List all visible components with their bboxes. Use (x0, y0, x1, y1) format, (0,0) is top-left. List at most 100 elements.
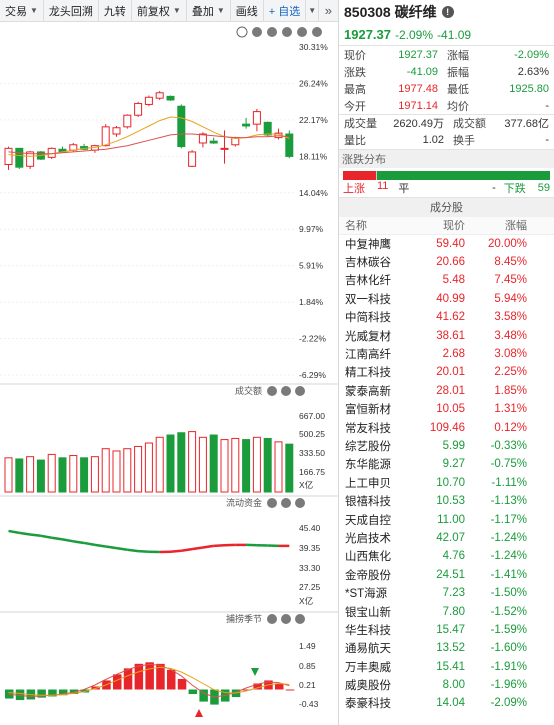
component-stock-row[interactable]: 银宝山新 7.80 -1.52% (339, 602, 554, 620)
macd-bar[interactable] (242, 689, 252, 691)
volume-bar[interactable] (209, 434, 218, 493)
volume-bar[interactable] (15, 458, 24, 493)
component-stock-row[interactable]: 富恒新材 10.05 1.31% (339, 400, 554, 418)
col-change[interactable]: 涨幅 (505, 220, 527, 232)
zoom-out-icon[interactable] (267, 27, 277, 37)
close-icon[interactable] (295, 614, 305, 624)
help-icon[interactable] (297, 27, 307, 37)
close-icon[interactable] (295, 386, 305, 396)
volume-bar[interactable] (58, 457, 67, 493)
component-stock-row[interactable]: 通易航天 13.52 -1.60% (339, 639, 554, 657)
macd-bar[interactable] (15, 689, 25, 701)
candle-body[interactable] (177, 105, 186, 148)
macd-bar[interactable] (199, 689, 208, 702)
macd-bar[interactable] (134, 663, 144, 690)
volume-bar[interactable] (4, 457, 13, 493)
volume-bar[interactable] (231, 437, 240, 493)
component-stock-row[interactable]: 上工申贝 10.70 -1.11% (339, 474, 554, 492)
help-icon[interactable] (281, 386, 291, 396)
candle-body[interactable] (123, 114, 132, 128)
component-stock-row[interactable]: 吉林化纤 5.48 7.45% (339, 271, 554, 289)
macd-bar[interactable] (177, 678, 187, 690)
macd-bar[interactable] (145, 662, 154, 690)
settings-icon[interactable] (267, 614, 277, 624)
component-stock-row[interactable]: 威奥股份 8.00 -1.96% (339, 676, 554, 694)
component-stock-row[interactable]: 吉林碳谷 20.66 8.45% (339, 253, 554, 271)
volume-bar[interactable] (252, 436, 261, 493)
component-stock-row[interactable]: 万丰奥威 15.41 -1.91% (339, 657, 554, 675)
candle-body[interactable] (198, 133, 207, 144)
volume-bar[interactable] (220, 439, 229, 493)
component-stock-row[interactable]: 金帝股份 24.51 -1.41% (339, 566, 554, 584)
candle-body[interactable] (166, 95, 175, 101)
component-stock-row[interactable]: 泰豪科技 14.04 -2.09% (339, 694, 554, 712)
chevron-down-icon[interactable]: ▼ (308, 6, 317, 15)
component-stock-row[interactable]: 蒙泰高新 28.01 1.85% (339, 382, 554, 400)
settings-icon[interactable] (282, 27, 292, 37)
info-icon[interactable]: ! (441, 6, 454, 18)
candle-body[interactable] (220, 147, 229, 150)
col-name[interactable]: 名称 (345, 220, 367, 232)
candle-body[interactable] (252, 111, 261, 125)
candle-body[interactable] (26, 151, 35, 167)
volume-bar[interactable] (123, 448, 132, 493)
candle-body[interactable] (209, 140, 218, 144)
volume-bar[interactable] (177, 432, 186, 493)
volume-bar[interactable] (101, 448, 110, 493)
component-stock-row[interactable]: 综艺股份 5.99 -0.33% (339, 437, 554, 455)
candle-body[interactable] (155, 92, 164, 99)
macd-bar[interactable] (275, 683, 284, 690)
help-icon[interactable] (281, 498, 291, 508)
candle-body[interactable] (101, 126, 110, 147)
volume-bar[interactable] (263, 437, 272, 493)
expand-toolbar-icon[interactable]: » (317, 0, 338, 22)
candle-body[interactable] (112, 127, 121, 135)
toolbar-button[interactable]: 龙头回溯 (44, 0, 99, 22)
volume-bar[interactable] (166, 434, 175, 493)
macd-bar[interactable] (253, 683, 262, 690)
macd-bar[interactable] (188, 689, 198, 695)
toolbar-button[interactable]: 画线 (231, 0, 264, 22)
volume-bar[interactable] (47, 453, 56, 493)
macd-bar[interactable] (69, 689, 79, 695)
component-stock-row[interactable]: 江南高纤 2.68 3.08% (339, 345, 554, 363)
toolbar-button[interactable]: 交易 ▼ (0, 0, 44, 22)
macd-bar[interactable] (48, 689, 57, 697)
candle-body[interactable] (134, 103, 143, 116)
settings-icon[interactable] (267, 498, 277, 508)
candle-body[interactable] (4, 147, 13, 165)
refresh-icon[interactable] (236, 26, 248, 38)
component-stock-row[interactable]: 东华能源 9.27 -0.75% (339, 455, 554, 473)
component-stock-row[interactable]: 光启技术 42.07 -1.24% (339, 529, 554, 547)
macd-bar[interactable] (123, 668, 133, 690)
component-stock-row[interactable]: 华生科技 15.47 -1.59% (339, 621, 554, 639)
component-stock-row[interactable]: 天成自控 11.00 -1.17% (339, 510, 554, 528)
candle-body[interactable] (188, 151, 197, 167)
component-stock-row[interactable]: 光威复材 38.61 3.48% (339, 326, 554, 344)
toolbar-button[interactable]: 叠加 ▼ (187, 0, 231, 22)
settings-icon[interactable] (267, 386, 277, 396)
macd-bar[interactable] (156, 663, 165, 690)
volume-bar[interactable] (144, 442, 153, 493)
add-watchlist-button[interactable]: + 自选 (264, 0, 307, 22)
candle-body[interactable] (242, 123, 251, 127)
volume-bar[interactable] (134, 445, 143, 493)
volume-bar[interactable] (80, 457, 89, 493)
component-stock-row[interactable]: *ST海源 7.23 -1.50% (339, 584, 554, 602)
volume-bar[interactable] (242, 439, 251, 493)
component-stock-row[interactable]: 双一科技 40.99 5.94% (339, 290, 554, 308)
macd-bar[interactable] (167, 669, 176, 690)
help-icon[interactable] (281, 614, 291, 624)
candle-body[interactable] (144, 96, 153, 105)
component-stock-row[interactable]: 精工科技 20.01 2.25% (339, 363, 554, 381)
toolbar-button[interactable]: 九转 (99, 0, 132, 22)
component-stock-row[interactable]: 中复神鹰 59.40 20.00% (339, 235, 554, 253)
col-price[interactable]: 现价 (443, 220, 465, 232)
volume-bar[interactable] (285, 443, 294, 493)
candle-body[interactable] (263, 121, 272, 136)
macd-bar[interactable] (285, 689, 295, 691)
candle-body[interactable] (285, 133, 294, 157)
candle-body[interactable] (15, 147, 24, 168)
close-icon[interactable] (295, 498, 305, 508)
volume-bar[interactable] (155, 436, 164, 493)
